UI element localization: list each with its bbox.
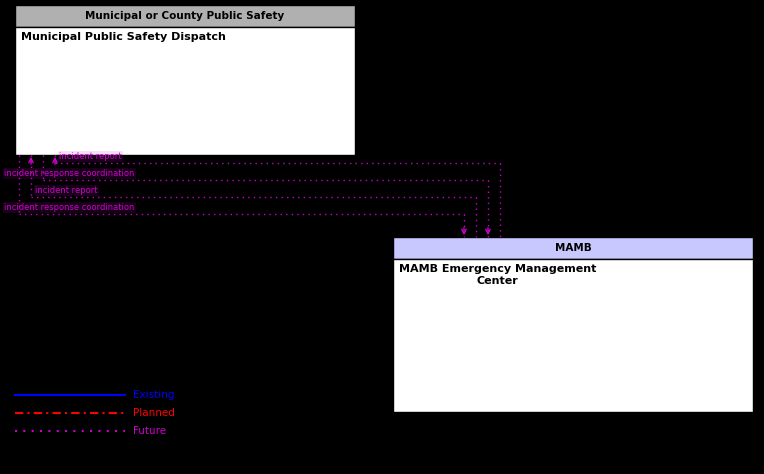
Text: Municipal Public Safety Dispatch: Municipal Public Safety Dispatch [21, 32, 226, 42]
Bar [15, 27, 355, 155]
Text: Existing: Existing [133, 390, 174, 400]
Text: MAMB: MAMB [555, 243, 591, 253]
Text: Future: Future [133, 426, 166, 436]
Bar [393, 237, 753, 259]
Text: Municipal or County Public Safety: Municipal or County Public Safety [86, 11, 285, 21]
Text: incident response coordination: incident response coordination [4, 169, 134, 178]
Text: incident report: incident report [35, 186, 98, 195]
Bar [393, 259, 753, 412]
Bar [15, 5, 355, 27]
Text: MAMB Emergency Management
Center: MAMB Emergency Management Center [399, 264, 597, 286]
Text: incident response coordination: incident response coordination [4, 203, 134, 212]
Text: incident report: incident report [59, 152, 121, 161]
Text: Planned: Planned [133, 408, 175, 418]
